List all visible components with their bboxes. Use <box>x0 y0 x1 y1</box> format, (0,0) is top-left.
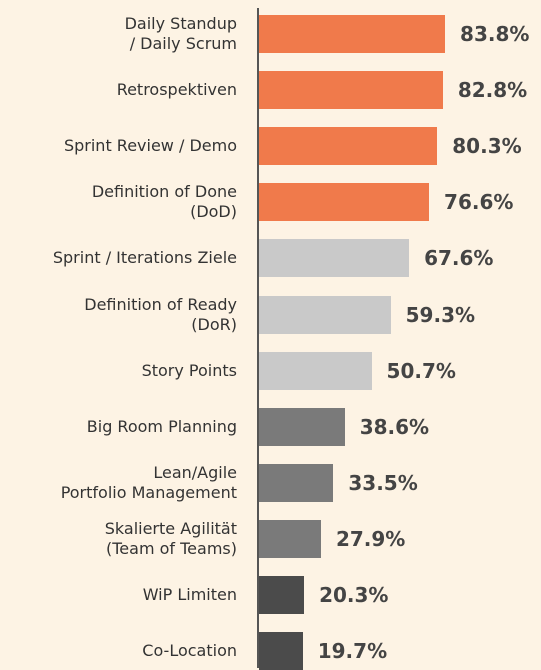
category-label: Lean/Agile Portfolio Management <box>60 462 237 502</box>
value-label: 83.8% <box>460 22 530 46</box>
bar <box>259 15 446 53</box>
value-label: 59.3% <box>405 302 476 327</box>
bar <box>259 183 430 222</box>
value-label: 27.9% <box>335 526 406 551</box>
bar <box>259 71 443 110</box>
bar <box>259 127 438 166</box>
category-label: Sprint Review / Demo <box>63 136 237 156</box>
value-label: 20.3% <box>319 583 389 607</box>
bar <box>259 632 303 670</box>
category-label: Skalierte Agilität (Team of Teams) <box>104 518 237 558</box>
bar <box>259 463 334 502</box>
category-label: Definition of Done (DoD) <box>91 182 237 222</box>
axis-line <box>257 8 259 668</box>
value-label: 33.5% <box>348 470 418 495</box>
category-label: Daily Standup / Daily Scrum <box>124 14 237 53</box>
value-label: 67.6% <box>424 246 494 271</box>
bar <box>259 576 305 614</box>
value-label: 80.3% <box>452 134 522 159</box>
category-label: WiP Limiten <box>142 585 237 604</box>
value-label: 50.7% <box>386 358 456 383</box>
bar <box>259 295 391 334</box>
category-label: Definition of Ready (DoR) <box>84 294 237 334</box>
value-label: 76.6% <box>444 190 514 215</box>
category-label: Co-Location <box>142 641 237 661</box>
value-label: 82.8% <box>457 78 528 103</box>
category-label: Story Points <box>141 360 237 380</box>
category-label: Sprint / Iterations Ziele <box>52 248 237 268</box>
category-label: Retrospektiven <box>116 80 237 100</box>
bar <box>259 407 345 446</box>
bar <box>259 239 410 278</box>
value-label: 19.7% <box>317 639 388 664</box>
bar <box>259 519 321 558</box>
bar <box>259 351 372 390</box>
category-label: Big Room Planning <box>86 416 237 436</box>
value-label: 38.6% <box>359 414 430 439</box>
